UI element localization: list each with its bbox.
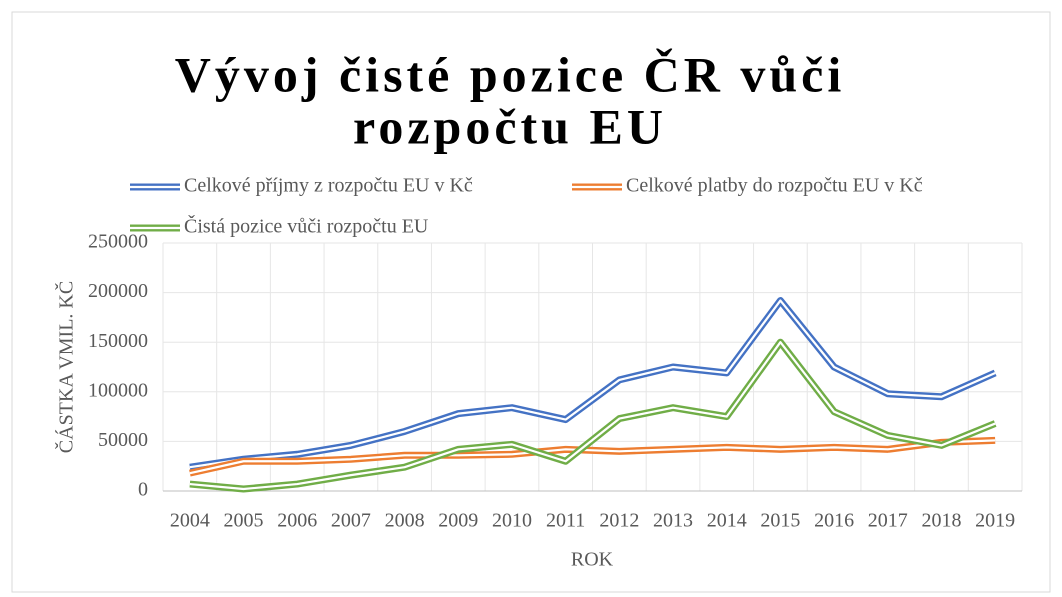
x-tick-label: 2018 xyxy=(921,510,961,532)
x-tick-label: 2008 xyxy=(385,510,425,532)
series-line-inner xyxy=(189,341,996,491)
x-tick-label: 2009 xyxy=(438,510,478,532)
x-tick-label: 2011 xyxy=(546,510,585,532)
x-tick-label: 2007 xyxy=(331,510,371,532)
x-tick-label: 2006 xyxy=(277,510,317,532)
legend-label: Celkové příjmy z rozpočtu EU v Kč xyxy=(184,175,473,197)
y-axis-label: ČÁSTKA VMIL. KČ xyxy=(54,281,78,453)
y-tick-label: 100000 xyxy=(88,379,148,401)
x-tick-label: 2004 xyxy=(170,510,210,532)
x-axis-label: ROK xyxy=(571,549,614,571)
legend-label: Celkové platby do rozpočtu EU v Kč xyxy=(626,175,923,197)
y-tick-label: 150000 xyxy=(88,330,148,352)
series-line-inner xyxy=(189,439,996,475)
legend-label: Čistá pozice vůči rozpočtu EU xyxy=(184,214,429,238)
chart-frame xyxy=(11,11,1051,593)
x-tick-label: 2019 xyxy=(975,510,1015,532)
chart-title: Vývoj čisté pozice ČR vůči xyxy=(175,46,846,102)
x-tick-label: 2017 xyxy=(868,510,908,532)
y-tick-label: 200000 xyxy=(88,280,148,302)
x-tick-label: 2013 xyxy=(653,510,693,532)
x-tick-label: 2016 xyxy=(814,510,854,532)
y-tick-label: 0 xyxy=(138,479,148,501)
x-tick-label: 2005 xyxy=(224,510,264,532)
chart-title: rozpočtu EU xyxy=(353,98,667,154)
x-tick-label: 2012 xyxy=(599,510,639,532)
x-tick-label: 2015 xyxy=(760,510,800,532)
series-line-inner xyxy=(189,299,996,469)
y-tick-label: 250000 xyxy=(88,231,148,253)
x-tick-label: 2014 xyxy=(707,510,747,532)
x-tick-label: 2010 xyxy=(492,510,532,532)
y-tick-label: 50000 xyxy=(98,429,148,451)
